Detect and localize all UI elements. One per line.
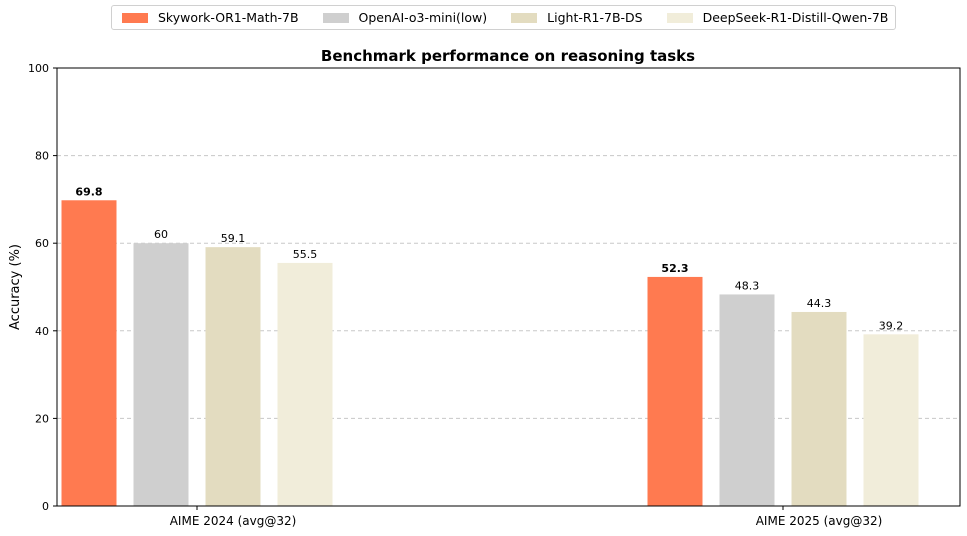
legend-swatch-deepseek (666, 12, 693, 23)
y-tick-label-100: 100 (28, 62, 49, 75)
value-label-deepseek-2: 39.2 (879, 319, 904, 332)
bar-light-r1-1 (205, 247, 261, 506)
bar-light-r1-2 (791, 311, 847, 506)
x-tick-label-1: AIME 2024 (avg@32) (170, 514, 297, 528)
value-label-deepseek-1: 55.5 (293, 248, 318, 261)
bar-deepseek-2 (863, 334, 919, 506)
y-tick-label-20: 20 (35, 412, 49, 425)
y-tick-label-80: 80 (35, 150, 49, 163)
legend-swatch-openai (322, 12, 349, 23)
bar-openai-2 (719, 294, 775, 506)
y-tick-label-60: 60 (35, 237, 49, 250)
value-label-openai-1: 60 (154, 228, 168, 241)
legend-swatch-skywork (122, 12, 148, 23)
chart-legend: Skywork-OR1-Math-7B OpenAI-o3-mini(low) … (111, 5, 896, 30)
legend-label-deepseek: DeepSeek-R1-Distill-Qwen-7B (702, 10, 889, 25)
value-label-skywork-2: 52.3 (661, 262, 688, 275)
legend-item-openai: OpenAI-o3-mini(low) (322, 10, 488, 25)
chart-title: Benchmark performance on reasoning tasks (321, 47, 695, 65)
legend-item-skywork: Skywork-OR1-Math-7B (122, 10, 299, 25)
legend-label-light-r1: Light-R1-7B-DS (547, 10, 643, 25)
bar-skywork-1 (61, 200, 117, 506)
bar-skywork-2 (647, 276, 703, 506)
value-label-openai-2: 48.3 (735, 279, 760, 292)
value-labels: 69.8 60 59.1 55.5 52.3 48.3 44.3 39.2 (75, 185, 903, 332)
value-label-light-r1-2: 44.3 (807, 297, 832, 310)
y-tick-label-40: 40 (35, 325, 49, 338)
value-label-light-r1-1: 59.1 (221, 232, 246, 245)
bar-openai-1 (133, 243, 189, 506)
legend-item-light-r1: Light-R1-7B-DS (511, 10, 643, 25)
plot-frame (56, 67, 961, 507)
bar-deepseek-1 (277, 262, 333, 506)
axis-ticks: 0 20 40 60 80 100 AIME 2024 (avg@32) AIME 2025 … (28, 62, 882, 528)
legend-swatch-light-r1 (511, 12, 538, 23)
value-label-skywork-1: 69.8 (75, 185, 102, 198)
y-tick-label-0: 0 (42, 500, 49, 513)
legend-label-openai: OpenAI-o3-mini(low) (358, 10, 488, 25)
bars (61, 200, 919, 506)
x-tick-label-2: AIME 2025 (avg@32) (756, 514, 883, 528)
y-axis-title: Accuracy (%) (8, 244, 23, 330)
legend-label-skywork: Skywork-OR1-Math-7B (158, 10, 299, 25)
legend-item-deepseek: DeepSeek-R1-Distill-Qwen-7B (666, 10, 889, 25)
